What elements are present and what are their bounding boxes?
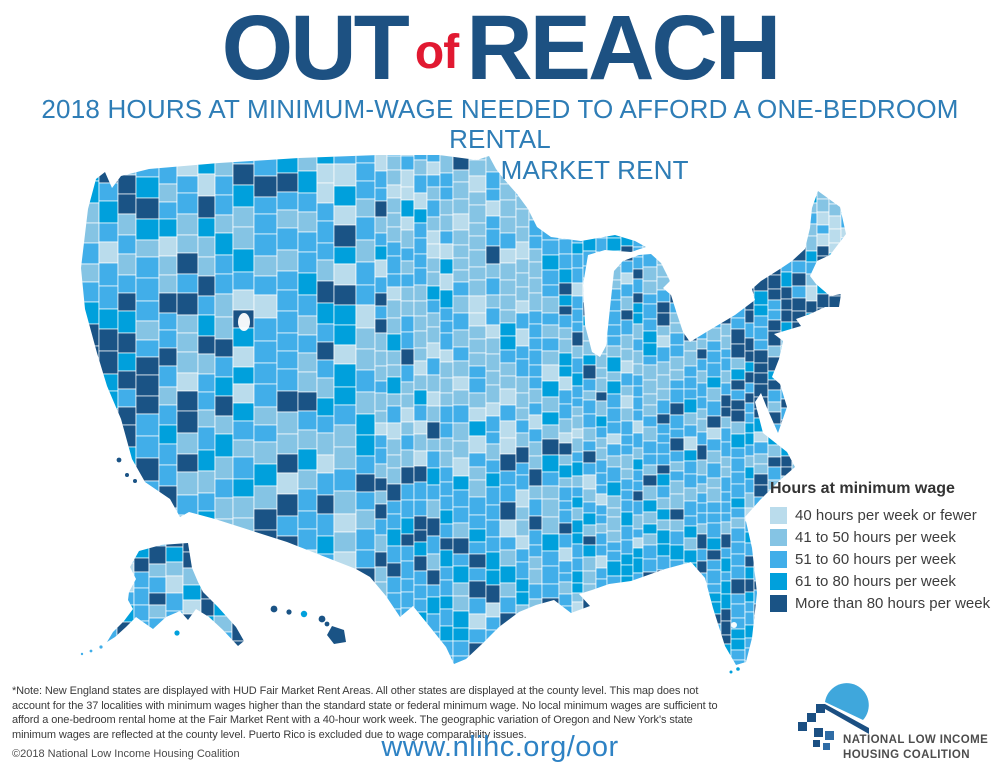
title-word-reach: REACH	[466, 0, 781, 99]
legend-item: 40 hours per week or fewer	[770, 507, 998, 524]
legend-swatch-51-60	[770, 551, 787, 568]
legend-label: 51 to 60 hours per week	[795, 551, 956, 568]
poster-title: OUT of REACH	[0, 0, 1000, 99]
logo-sun-shape	[825, 683, 869, 720]
footnote-line3: afford a one-bedroom rental home at the …	[12, 714, 693, 727]
title-word-of: of	[414, 26, 459, 79]
legend-title: Hours at minimum wage	[770, 480, 955, 497]
logo-text-line2: HOUSING COALITION	[843, 748, 970, 761]
subtitle-line1: 2018 HOURS AT MINIMUM-WAGE NEEDED TO AFF…	[41, 93, 959, 155]
footnote-line4: minimum wages are reflected at the count…	[12, 728, 527, 741]
legend-label: 41 to 50 hours per week	[795, 529, 956, 546]
legend-swatch-more-than-80	[770, 595, 787, 612]
logo-text-line1: NATIONAL LOW INCOME	[843, 734, 989, 746]
header: OUT of REACH 2018 HOURS AT MINIMUM-WAGE …	[0, 0, 1000, 186]
legend-swatch-40-or-fewer	[770, 507, 787, 524]
legend-swatch-41-50	[770, 529, 787, 546]
nlihc-logo-icon	[798, 683, 869, 750]
legend-item: 41 to 50 hours per week	[770, 529, 998, 546]
nlihc-logo: NATIONAL LOW INCOME HOUSING COALITION	[793, 676, 998, 764]
copyright: ©2018 National Low Income Housing Coalit…	[12, 748, 240, 760]
legend-item: 51 to 60 hours per week	[770, 551, 998, 568]
website-url: www.nlihc.org/oor	[381, 731, 619, 763]
legend-label: 40 hours per week or fewer	[795, 507, 977, 524]
logo-roof-beam	[825, 704, 869, 734]
legend-swatch-61-80	[770, 573, 787, 590]
legend-label: 61 to 80 hours per week	[795, 573, 956, 590]
footnote: *Note: New England states are displayed …	[12, 684, 798, 743]
logo-text: NATIONAL LOW INCOME HOUSING COALITION	[843, 733, 988, 763]
legend-label: More than 80 hours per week	[795, 595, 991, 612]
poster-subtitle: 2018 HOURS AT MINIMUM-WAGE NEEDED TO AFF…	[0, 94, 1000, 186]
footnote-line2: account for the 37 localities with minim…	[12, 699, 718, 712]
us-choropleth-map	[80, 155, 846, 674]
map-legend: Hours at minimum wage 40 hours per week …	[770, 480, 998, 617]
legend-item: More than 80 hours per week	[770, 595, 998, 612]
legend-item: 61 to 80 hours per week	[770, 573, 998, 590]
title-word-out: OUT	[221, 0, 410, 99]
footnote-line1: *Note: New England states are displayed …	[12, 685, 699, 697]
